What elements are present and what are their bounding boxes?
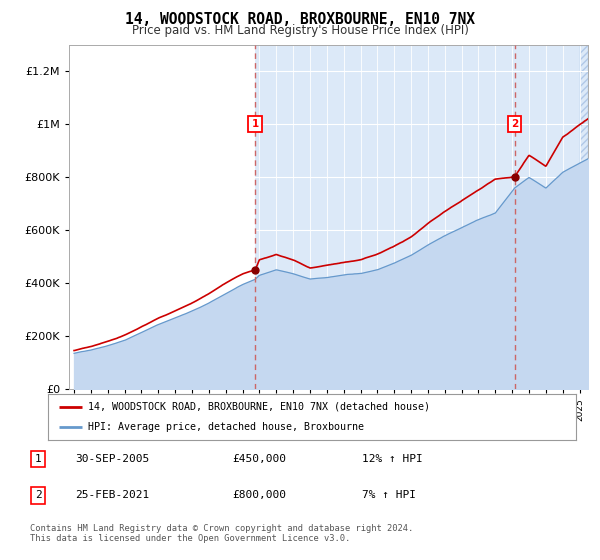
Bar: [69, 45, 255, 389]
Text: 14, WOODSTOCK ROAD, BROXBOURNE, EN10 7NX: 14, WOODSTOCK ROAD, BROXBOURNE, EN10 7NX: [125, 12, 475, 27]
Text: 25-FEB-2021: 25-FEB-2021: [75, 491, 149, 500]
Text: 2: 2: [35, 491, 41, 500]
Text: 1: 1: [35, 454, 41, 464]
Bar: [580, 45, 588, 389]
Text: 12% ↑ HPI: 12% ↑ HPI: [362, 454, 423, 464]
Text: Price paid vs. HM Land Registry's House Price Index (HPI): Price paid vs. HM Land Registry's House …: [131, 24, 469, 36]
Text: £800,000: £800,000: [233, 491, 287, 500]
Text: 7% ↑ HPI: 7% ↑ HPI: [362, 491, 416, 500]
Text: 14, WOODSTOCK ROAD, BROXBOURNE, EN10 7NX (detached house): 14, WOODSTOCK ROAD, BROXBOURNE, EN10 7NX…: [88, 402, 430, 412]
Bar: [255, 45, 588, 389]
Text: Contains HM Land Registry data © Crown copyright and database right 2024.
This d: Contains HM Land Registry data © Crown c…: [30, 524, 413, 543]
Text: HPI: Average price, detached house, Broxbourne: HPI: Average price, detached house, Brox…: [88, 422, 364, 432]
Text: £450,000: £450,000: [233, 454, 287, 464]
Text: 1: 1: [251, 119, 259, 129]
Text: 30-SEP-2005: 30-SEP-2005: [75, 454, 149, 464]
Text: 2: 2: [511, 119, 518, 129]
